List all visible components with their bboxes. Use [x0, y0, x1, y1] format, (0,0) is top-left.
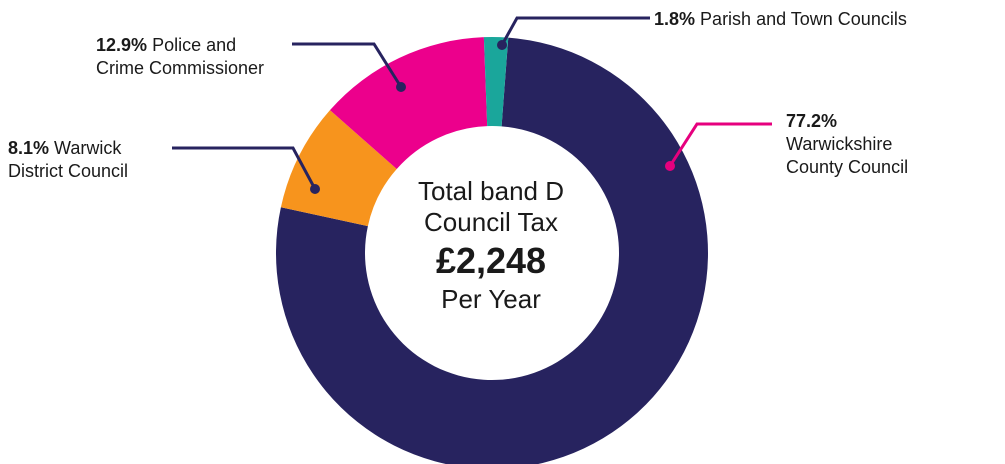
center-line-1: Total band D — [418, 176, 564, 206]
slice-value: 77.2% — [786, 111, 838, 131]
label-police-crime-commissioner: 12.9% Police and Crime Commissioner — [96, 34, 264, 80]
donut-slices — [276, 37, 708, 464]
leader-parish-town-councils-dot — [497, 40, 507, 50]
donut-center-text: Total band D Council Tax £2,248 Per Year — [376, 176, 606, 315]
center-line-2: Council Tax — [424, 207, 558, 237]
slice-name-line2: Crime Commissioner — [96, 58, 265, 78]
center-amount: £2,248 — [435, 240, 547, 281]
leader-warwickshire-county-council-dot — [665, 161, 675, 171]
center-line-3: Per Year — [441, 284, 541, 314]
leader-warwick-district-council — [172, 146, 317, 190]
slice-value: 1.8% — [654, 9, 696, 29]
slice-police-crime-commissioner — [329, 37, 488, 170]
leader-lines — [172, 16, 772, 194]
leader-police-crime-commissioner-dot — [396, 82, 406, 92]
label-warwick-district-council: 8.1% Warwick District Council — [8, 137, 128, 183]
slice-warwick-district-council — [280, 110, 397, 227]
leader-warwickshire-county-council — [668, 122, 772, 167]
leader-police-crime-commissioner — [292, 42, 403, 88]
slice-value: 8.1% — [8, 138, 50, 158]
slice-name: Police and — [152, 35, 237, 55]
leader-warwick-district-council-dot — [310, 184, 320, 194]
label-parish-town-councils: 1.8% Parish and Town Councils — [654, 8, 907, 31]
slice-name-line2: District Council — [8, 161, 129, 181]
slice-parish-town-councils — [483, 37, 509, 127]
slice-warwickshire-county-council — [276, 37, 708, 464]
label-warwickshire-county-council: 77.2% Warwickshire County Council — [786, 110, 908, 179]
slice-name: Parish and Town Councils — [700, 9, 907, 29]
slice-value: 12.9% — [96, 35, 148, 55]
leader-parish-town-councils — [500, 16, 650, 46]
slice-name-line2: County Council — [786, 157, 909, 177]
slice-name: Warwick — [54, 138, 122, 158]
slice-name: Warwickshire — [786, 134, 893, 154]
